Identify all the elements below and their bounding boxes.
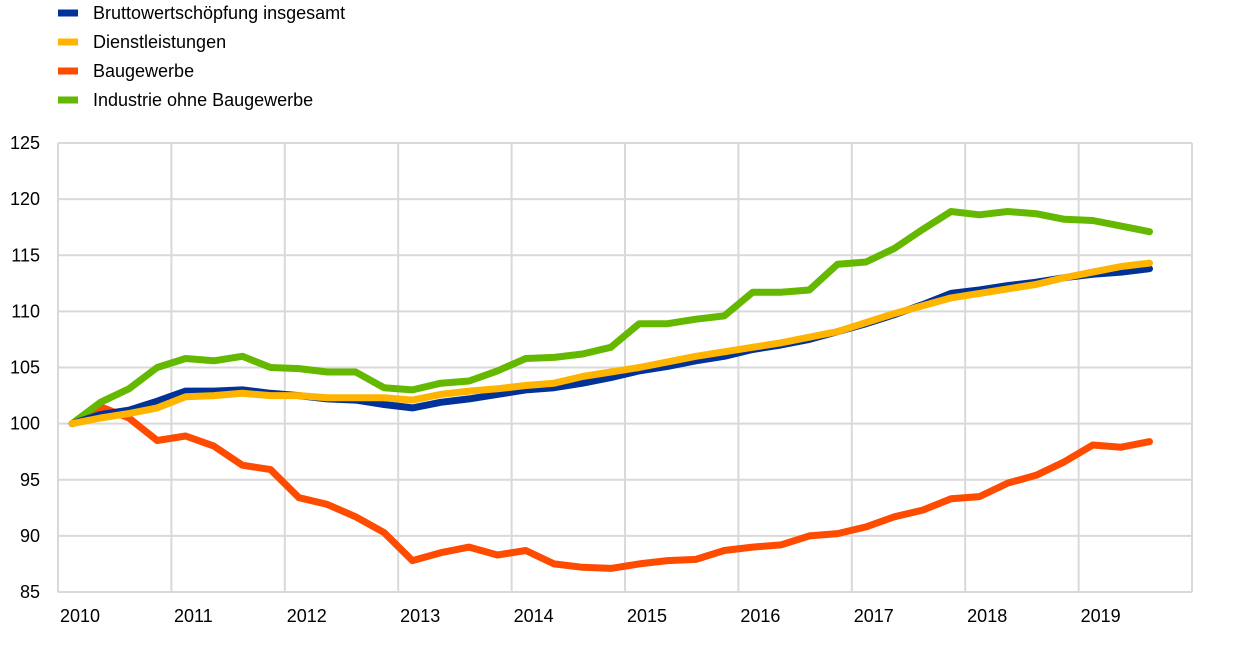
y-tick-label: 115 — [11, 245, 40, 265]
x-tick-label: 2016 — [740, 606, 780, 626]
x-tick-label: 2012 — [287, 606, 327, 626]
y-tick-label: 105 — [10, 358, 40, 378]
x-axis: 2010 2011 2012 2013 2014 2015 2016 2017 2018 2019 — [60, 606, 1121, 626]
legend-label: Baugewerbe — [93, 61, 194, 81]
x-tick-label: 2010 — [60, 606, 100, 626]
y-tick-label: 110 — [11, 301, 40, 321]
y-tick-label: 125 — [10, 133, 40, 153]
x-tick-label: 2018 — [967, 606, 1007, 626]
x-tick-label: 2013 — [400, 606, 440, 626]
series-line-3 — [68, 208, 1153, 428]
series-line-1 — [68, 259, 1153, 428]
y-axis: 85 90 95 100 105 110 115 120 125 — [10, 133, 40, 602]
x-tick-label: 2011 — [174, 606, 213, 626]
legend: Bruttowertschöpfung insgesamt Dienstleist… — [58, 3, 345, 110]
series-line-2 — [68, 403, 1153, 572]
series-lines — [68, 208, 1153, 572]
y-tick-label: 100 — [10, 414, 40, 434]
x-tick-label: 2015 — [627, 606, 667, 626]
y-tick-label: 95 — [20, 470, 40, 490]
y-tick-label: 85 — [20, 582, 40, 602]
legend-label: Bruttowertschöpfung insgesamt — [93, 3, 345, 23]
y-tick-label: 120 — [10, 189, 40, 209]
legend-label: Industrie ohne Baugewerbe — [93, 90, 313, 110]
x-tick-label: 2014 — [514, 606, 554, 626]
x-tick-label: 2017 — [854, 606, 894, 626]
x-tick-label: 2019 — [1081, 606, 1121, 626]
legend-label: Dienstleistungen — [93, 32, 226, 52]
y-tick-label: 90 — [20, 526, 40, 546]
